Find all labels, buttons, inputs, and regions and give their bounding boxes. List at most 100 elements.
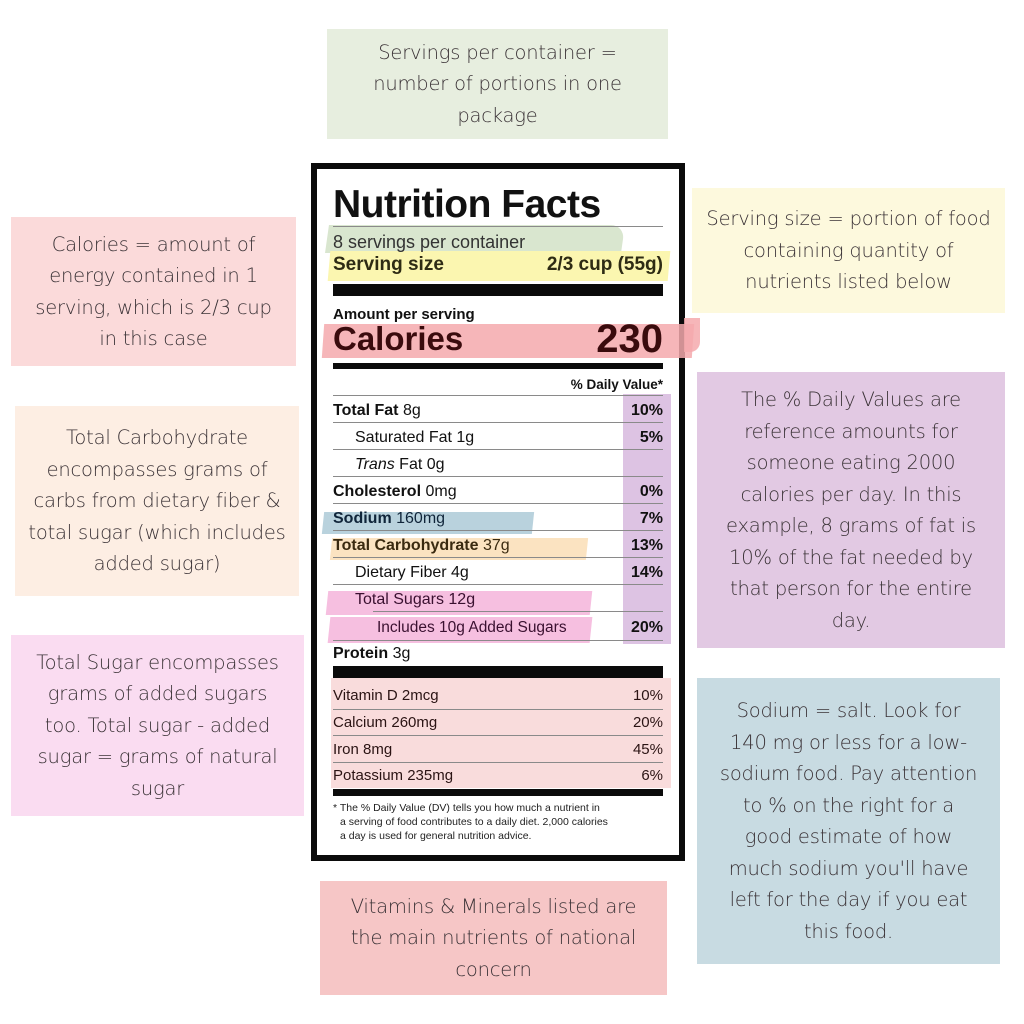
note-line: added sugar) [93,552,221,576]
nutrient-row-total-carbohydrate: Total Carbohydrate 37g 13% [333,536,663,556]
note-line: too. Total sugar - added [44,713,271,737]
note-line: in this case [99,327,208,350]
note-servings-per-container: Servings per container = number of porti… [327,29,668,139]
note-line: concern [455,957,532,981]
footnote-line: a serving of food contributes to a daily… [340,816,608,828]
nutrient-name: Sodium [333,510,392,527]
note-line: Total Sugar encompasses [36,650,279,674]
label-content: Nutrition Facts 8 servings per container… [321,169,695,855]
calories-row: Calories 230 [333,319,663,359]
divider [333,449,663,450]
note-line: Vitamins & Minerals listed are [350,894,637,918]
footnote: * The % Daily Value (DV) tells you how m… [333,801,663,843]
note-line: The % Daily Values are [741,388,961,411]
nutrient-amount: 1g [456,429,475,446]
daily-value-header-text: % Daily Value* [570,377,663,392]
servings-text: 8 servings per container [333,232,526,252]
nutrient-row-total-fat: Total Fat 8g 10% [333,401,663,421]
divider [333,735,663,736]
vitamin-row-vitamin-d: Vitamin D 2mcg 10% [333,686,663,706]
divider [333,476,663,477]
vitamin-amount: 8mg [363,741,393,758]
nutrient-name: Trans [355,456,395,473]
nutrient-amount: 4g [451,564,469,581]
note-line: serving, which is 2/3 cup [35,295,272,319]
note-vitamins-minerals: Vitamins & Minerals listed are the main … [320,881,667,995]
nutrient-amount: 0mg [425,483,457,500]
note-line: good estimate of how [744,825,953,848]
vitamin-name: Vitamin D [333,687,398,704]
calories-label: Calories [333,320,464,357]
vitamin-row-iron: Iron 8mg 45% [333,740,663,760]
note-line: sugar [130,776,185,800]
note-line: encompasses grams of [46,457,268,481]
nutrient-name: Total Fat [333,402,399,419]
nutrient-name: Protein [333,645,389,662]
footnote-line: * The % Daily Value (DV) tells you how m… [333,802,600,814]
divider [333,762,663,763]
divider [333,530,663,531]
note-line: Servings per container = [378,40,617,64]
divider [333,226,663,227]
divider [333,422,663,423]
nutrient-name: Cholesterol [333,483,422,500]
nutrient-row-dietary-fiber: Dietary Fiber 4g 14% [333,563,663,583]
nutrient-amount: 37g [482,537,510,554]
note-line: package [457,103,538,127]
thick-divider [333,284,663,296]
note-total-carbohydrate: Total Carbohydrate encompasses grams of … [15,406,299,596]
vitamin-amount: 260mg [391,714,438,731]
note-line: that person for the entire [730,577,972,600]
label-title: Nutrition Facts [333,183,601,226]
nutrient-amount: 12g [448,591,476,608]
nutrient-dv: 14% [630,564,663,581]
divider [333,503,663,504]
nutrient-dv: 13% [630,537,663,554]
nutrient-name: Saturated Fat [355,429,452,446]
vitamin-row-potassium: Potassium 235mg 6% [333,766,663,786]
note-line: example, 8 grams of fat is [726,514,976,537]
note-line: day. [831,608,871,632]
nutrient-name: Dietary Fiber [355,564,447,581]
nutrient-amount: 160mg [396,510,446,527]
note-line: sugar = grams of natural [37,745,278,769]
note-daily-values: The % Daily Values are reference amounts… [697,372,1005,648]
nutrient-row-protein: Protein 3g [333,644,663,664]
vitamin-dv: 10% [632,687,663,704]
nutrient-row-total-sugars: Total Sugars 12g [333,590,663,610]
note-line: much sodium you'll have [728,856,969,880]
nutrient-row-trans-fat: Trans Fat 0g [333,455,663,475]
nutrient-amount: 3g [392,645,411,662]
note-serving-size: Serving size = portion of food containin… [692,188,1005,313]
vitamin-amount: 2mcg [401,687,439,704]
note-calories: Calories = amount of energy contained in… [11,217,296,366]
note-line: grams of added sugars [47,682,268,706]
divider [333,395,663,396]
nutrient-name: Total Carbohydrate [333,537,479,554]
nutrient-row-saturated-fat: Saturated Fat 1g 5% [333,428,663,448]
highlight-daily-value-column [623,394,671,644]
note-line: number of portions in one [373,72,622,96]
note-line: left for the day if you eat [729,888,968,911]
divider [333,557,663,558]
nutrient-name: Includes 10g Added Sugars [377,619,567,636]
highlight-vitamins [331,678,671,788]
nutrient-dv: 10% [630,402,663,419]
vitamin-dv: 45% [632,741,663,758]
divider [333,709,663,710]
nutrient-dv: 0% [639,483,663,500]
note-line: the main nutrients of national [350,926,637,950]
medium-divider [333,789,663,796]
vitamin-amount: 235mg [407,767,454,784]
footnote-line: a day is used for general nutrition advi… [340,830,532,842]
vitamin-dv: 6% [641,767,663,784]
nutrient-dv: 5% [639,429,663,446]
note-line: someone eating 2000 [746,451,956,474]
note-line: Calories = amount of [51,232,256,256]
note-line: this food. [803,919,894,943]
note-sodium: Sodium = salt. Look for 140 mg or less f… [697,678,1000,964]
vitamin-name: Calcium [333,714,388,731]
nutrient-amount: 8g [402,402,421,419]
note-line: 10% of the fat needed by [729,545,973,569]
serving-size-row: Serving size 2/3 cup (55g) [333,255,663,275]
